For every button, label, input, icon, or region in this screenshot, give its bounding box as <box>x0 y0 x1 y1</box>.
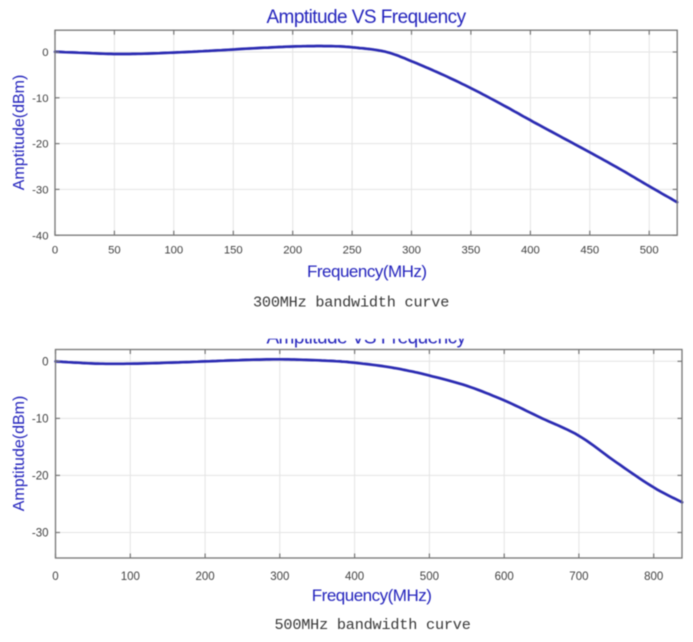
svg-text:300: 300 <box>402 245 421 257</box>
svg-text:-30: -30 <box>32 185 48 197</box>
svg-text:Amptitude(dBm): Amptitude(dBm) <box>11 75 28 191</box>
svg-text:200: 200 <box>283 245 302 257</box>
svg-text:0: 0 <box>52 245 58 257</box>
svg-text:-20: -20 <box>32 139 48 151</box>
svg-text:-10: -10 <box>32 414 49 426</box>
svg-text:Frequency(MHz): Frequency(MHz) <box>312 586 432 605</box>
svg-text:700: 700 <box>569 571 588 583</box>
svg-text:Frequency(MHz): Frequency(MHz) <box>307 262 427 281</box>
svg-text:400: 400 <box>345 571 364 583</box>
svg-text:250: 250 <box>343 245 362 257</box>
svg-text:Amptitude VS Frequency: Amptitude VS Frequency <box>266 7 466 28</box>
svg-text:150: 150 <box>224 245 243 257</box>
svg-text:-20: -20 <box>32 471 49 483</box>
svg-text:600: 600 <box>495 571 514 583</box>
svg-text:400: 400 <box>521 245 540 257</box>
svg-text:300: 300 <box>270 571 289 583</box>
svg-text:300MHz bandwidth curve: 300MHz bandwidth curve <box>253 294 449 312</box>
svg-text:450: 450 <box>580 245 599 257</box>
svg-text:500: 500 <box>420 571 439 583</box>
svg-text:-40: -40 <box>32 230 48 242</box>
svg-text:350: 350 <box>461 245 480 257</box>
svg-text:Amptitude(dBm): Amptitude(dBm) <box>11 396 28 512</box>
svg-text:50: 50 <box>108 245 121 257</box>
svg-text:0: 0 <box>42 356 48 368</box>
svg-text:800: 800 <box>644 571 663 583</box>
svg-text:0: 0 <box>52 571 58 583</box>
svg-text:100: 100 <box>164 245 183 257</box>
svg-text:200: 200 <box>196 571 215 583</box>
svg-text:500: 500 <box>640 245 659 257</box>
svg-text:100: 100 <box>121 571 140 583</box>
svg-text:Amptitude VS Frequency: Amptitude VS Frequency <box>266 327 466 348</box>
svg-text:-30: -30 <box>32 528 49 540</box>
svg-text:0: 0 <box>42 47 48 59</box>
svg-text:500MHz bandwidth curve: 500MHz bandwidth curve <box>275 616 471 634</box>
svg-text:-10: -10 <box>32 93 48 105</box>
